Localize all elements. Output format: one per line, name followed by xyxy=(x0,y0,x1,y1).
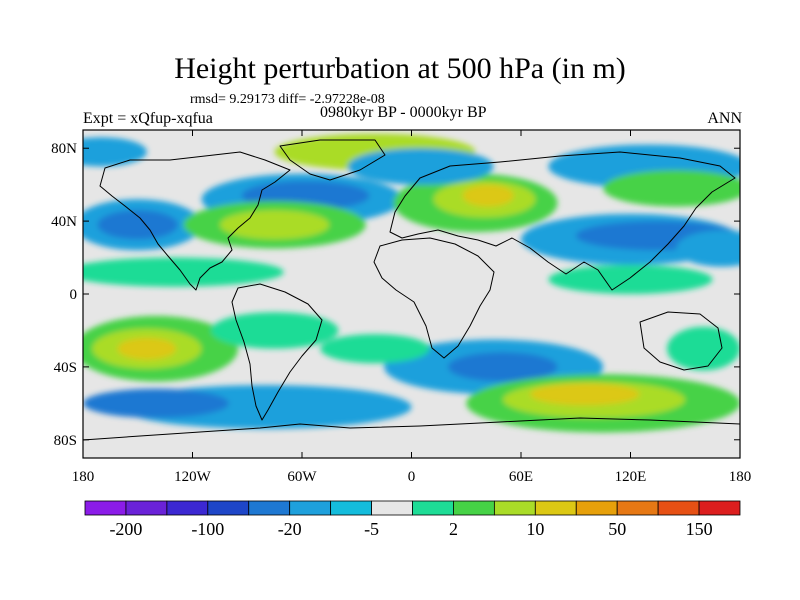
map-title: Height perturbation at 500 hPa (in m) xyxy=(174,52,626,85)
height-field xyxy=(83,133,740,433)
field-blob xyxy=(347,148,494,185)
north-america-coast xyxy=(99,151,291,291)
colorbar-swatch xyxy=(698,500,741,516)
colorbar: -200 -100 -20 -5 2 10 50 150 xyxy=(84,500,741,539)
lat-tick-label: 80N xyxy=(51,141,77,157)
field-blob xyxy=(603,170,740,207)
lon-tick-label: 120E xyxy=(615,469,647,485)
rmsd-diff-stats: rmsd= 9.29173 diff= -2.97228e-08 xyxy=(190,92,385,107)
field-blob xyxy=(83,257,284,287)
season-label: ANN xyxy=(707,110,742,127)
colorbar-swatch xyxy=(616,500,659,516)
colorbar-swatch xyxy=(330,500,372,516)
colorbar-label: -100 xyxy=(191,519,224,539)
colorbar-swatch xyxy=(371,500,413,516)
colorbar-swatch xyxy=(575,500,618,516)
field-blob xyxy=(83,388,229,418)
colorbar-swatch xyxy=(289,500,332,516)
colorbar-swatch xyxy=(248,500,291,516)
map-plot-area xyxy=(83,130,740,458)
field-blob xyxy=(83,137,147,167)
field-blob xyxy=(97,210,178,240)
colorbar-label: 10 xyxy=(526,519,544,539)
field-blob xyxy=(320,334,430,364)
field-blob xyxy=(219,210,330,240)
lon-tick-label: 180 xyxy=(729,469,752,485)
lat-tick-label: 80S xyxy=(54,433,77,449)
field-blob xyxy=(462,184,514,207)
colorbar-swatch xyxy=(412,500,454,516)
colorbar-label: -200 xyxy=(109,519,142,539)
lon-tick-label: 120W xyxy=(174,469,212,485)
lon-tick-label: 0 xyxy=(408,469,416,485)
period-label: 0980kyr BP - 0000kyr BP xyxy=(320,104,487,121)
south-america-coast xyxy=(231,283,323,421)
field-blob xyxy=(448,352,558,382)
colorbar-label: 150 xyxy=(686,519,713,539)
field-blob xyxy=(530,383,640,406)
field-blob xyxy=(667,326,740,371)
lon-tick-label: 180 xyxy=(72,469,95,485)
colorbar-label: -5 xyxy=(364,519,379,539)
colorbar-swatch xyxy=(453,500,495,516)
colorbar-swatch xyxy=(657,500,700,516)
lon-tick-label: 60E xyxy=(509,469,533,485)
field-blob xyxy=(676,230,740,267)
colorbar-swatch xyxy=(84,500,127,516)
colorbar-swatch xyxy=(534,500,577,516)
colorbar-swatch xyxy=(166,500,209,516)
colorbar-label: 50 xyxy=(608,519,626,539)
experiment-label: Expt = xQfup-xqfua xyxy=(83,110,213,127)
coastlines xyxy=(83,139,740,441)
lat-tick-label: 40S xyxy=(54,360,77,376)
field-blob xyxy=(117,337,177,360)
colorbar-label: 2 xyxy=(449,519,458,539)
axis-ticks: 80N 40N 0 40S 80S 180 120W 60W 0 60E 120E 180 xyxy=(51,130,751,485)
eurasia-coast xyxy=(389,151,736,291)
colorbar-label: -20 xyxy=(278,519,302,539)
lon-tick-label: 60W xyxy=(287,469,317,485)
colorbar-swatch xyxy=(207,500,250,516)
colorbar-swatch xyxy=(493,500,536,516)
lat-tick-label: 0 xyxy=(70,287,78,303)
colorbar-swatch xyxy=(125,500,168,516)
australia-coast xyxy=(639,311,723,371)
africa-coast xyxy=(373,237,495,359)
antarctica-coast xyxy=(83,417,740,441)
field-blob xyxy=(548,264,713,294)
greenland-coast xyxy=(279,139,386,181)
lat-tick-label: 40N xyxy=(51,214,77,230)
